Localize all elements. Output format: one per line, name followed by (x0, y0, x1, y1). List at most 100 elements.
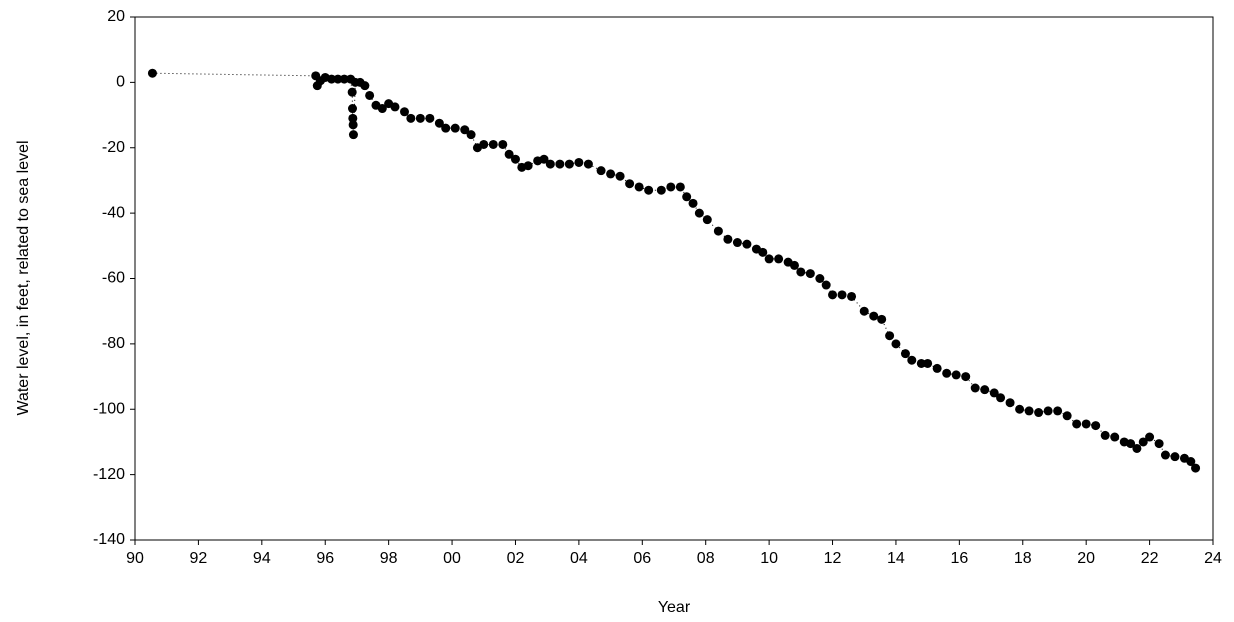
data-point (942, 368, 952, 378)
data-point (644, 185, 654, 195)
data-point (837, 290, 847, 300)
data-point (713, 226, 723, 236)
x-tick-label: 10 (760, 550, 778, 567)
data-point (932, 363, 942, 373)
data-point (980, 385, 990, 395)
x-tick-label: 92 (190, 550, 208, 567)
data-point (523, 161, 533, 171)
data-point (970, 383, 980, 393)
data-point (1043, 406, 1053, 416)
data-point (539, 154, 549, 164)
data-point (348, 130, 358, 140)
data-point (1160, 450, 1170, 460)
y-tick-label: 20 (107, 8, 125, 25)
data-point (682, 192, 692, 202)
data-point (891, 339, 901, 349)
data-point (961, 372, 971, 382)
data-point (625, 179, 635, 189)
x-tick-label: 94 (253, 550, 271, 567)
data-point (348, 120, 358, 130)
data-point (545, 159, 555, 169)
y-tick-label: -40 (102, 204, 125, 221)
data-point (805, 269, 815, 279)
data-point (869, 311, 879, 321)
data-point (877, 314, 887, 324)
data-point (951, 370, 961, 380)
data-point (441, 123, 451, 133)
data-point (434, 118, 444, 128)
data-point (400, 107, 409, 117)
data-point (764, 254, 774, 264)
data-point (460, 125, 470, 135)
data-point (666, 182, 676, 192)
data-point (815, 274, 825, 283)
data-point (574, 157, 584, 167)
data-point (774, 254, 784, 264)
x-tick-label: 00 (443, 550, 461, 567)
x-tick-label: 16 (950, 550, 968, 567)
data-point (796, 267, 806, 277)
data-point (742, 239, 752, 249)
data-point (1170, 452, 1180, 462)
data-point (989, 388, 999, 398)
data-point (1024, 406, 1034, 416)
data-point (859, 306, 869, 316)
data-point (583, 159, 593, 169)
data-point (479, 139, 489, 149)
data-point (1091, 421, 1101, 431)
data-point (406, 113, 416, 123)
data-point (1015, 404, 1025, 414)
data-point (333, 74, 343, 84)
data-point (504, 149, 514, 159)
x-tick-label: 96 (316, 550, 334, 567)
y-tick-label: -140 (93, 531, 125, 548)
data-point (450, 123, 460, 133)
data-point (365, 90, 375, 100)
x-tick-label: 08 (697, 550, 715, 567)
data-point (498, 139, 508, 149)
x-axis-title: Year (658, 599, 691, 616)
data-point (348, 104, 358, 114)
data-point (606, 169, 616, 179)
y-tick-label: -60 (102, 270, 125, 287)
data-point (1186, 457, 1196, 467)
data-point (555, 159, 565, 169)
data-point (656, 185, 666, 195)
data-point (1132, 443, 1142, 453)
data-point (821, 280, 831, 290)
data-point (1154, 439, 1164, 449)
x-tick-label: 24 (1204, 550, 1222, 567)
data-point (415, 113, 425, 123)
data-point (923, 358, 933, 368)
data-point (694, 208, 704, 218)
data-point (1053, 406, 1063, 416)
data-point (347, 87, 357, 97)
data-point (758, 247, 768, 257)
x-tick-label: 18 (1014, 550, 1032, 567)
data-point (996, 393, 1006, 403)
data-point (900, 349, 910, 359)
x-tick-label: 22 (1141, 550, 1159, 567)
data-point (702, 215, 712, 225)
data-point (339, 74, 349, 84)
data-point (360, 81, 370, 91)
x-tick-label: 14 (887, 550, 905, 567)
data-point (348, 113, 358, 123)
x-tick-label: 06 (633, 550, 651, 567)
data-point (147, 68, 157, 78)
data-point (1081, 419, 1091, 429)
plot-frame (134, 16, 1214, 541)
data-point (1110, 432, 1120, 442)
x-tick-label: 20 (1077, 550, 1095, 567)
y-tick-label: -120 (93, 466, 125, 483)
data-point (564, 159, 574, 169)
data-point (1005, 398, 1015, 408)
data-point (1062, 411, 1072, 421)
y-axis-title: Water level, in feet, related to sea lev… (15, 140, 32, 415)
data-point (907, 355, 917, 365)
x-tick-label: 90 (126, 550, 144, 567)
data-point (1126, 439, 1136, 449)
data-point (732, 238, 742, 248)
data-point (1145, 432, 1155, 442)
data-point (488, 139, 498, 149)
